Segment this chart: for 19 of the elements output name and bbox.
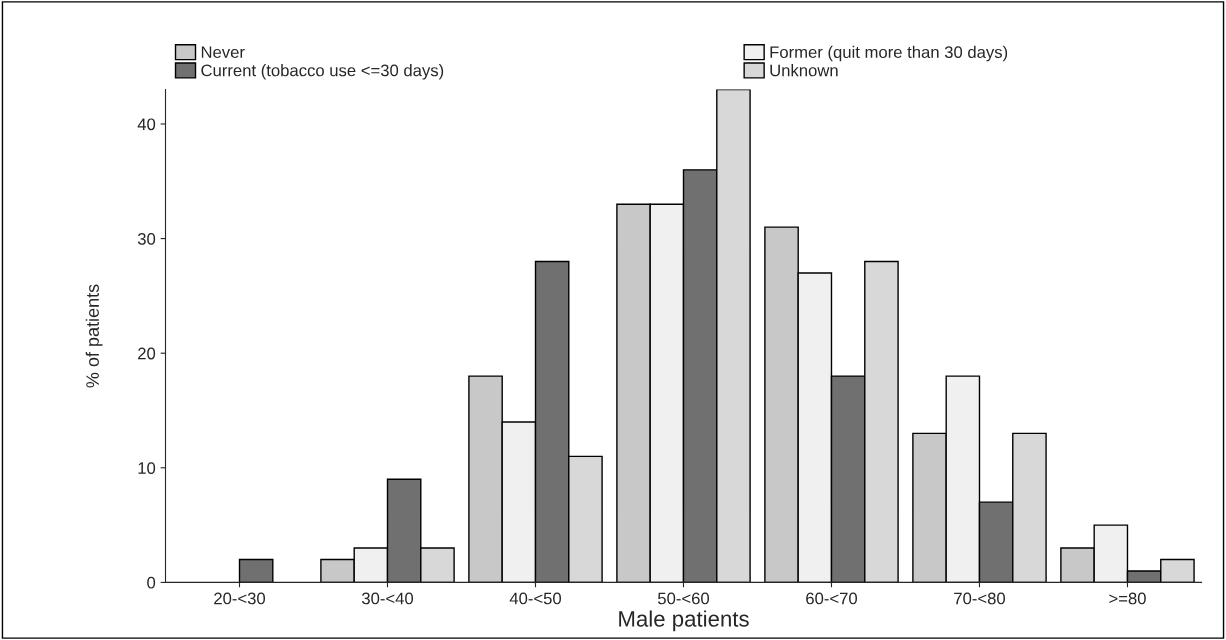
y-axis-title: % of patients (85, 284, 103, 388)
x-tick-label: >=80 (1109, 592, 1146, 605)
x-tick-label: 70-<80 (954, 592, 1006, 605)
legend-label: Unknown (770, 64, 838, 77)
x-tick-label: 30-<40 (361, 592, 414, 605)
y-tick-label: 10 (138, 462, 156, 474)
bar (238, 558, 274, 583)
x-axis-title: Male patients (619, 610, 749, 632)
y-tick-label: 40 (137, 118, 156, 131)
y-tick-label: 30 (137, 232, 156, 245)
y-tick-label: 0 (147, 576, 156, 589)
legend-label: Never (201, 46, 245, 59)
x-tick-label: 50-<60 (657, 592, 710, 605)
legend-label: Former (quit more than 30 days) (770, 45, 1008, 62)
legend-label: Current (tobacco use <=30 days) (201, 64, 444, 80)
x-tick-label: 60-<70 (806, 592, 858, 605)
y-tick-label: 20 (138, 347, 156, 360)
x-tick-label: 40-<50 (509, 592, 562, 605)
x-tick-label: 20-<30 (214, 592, 266, 605)
